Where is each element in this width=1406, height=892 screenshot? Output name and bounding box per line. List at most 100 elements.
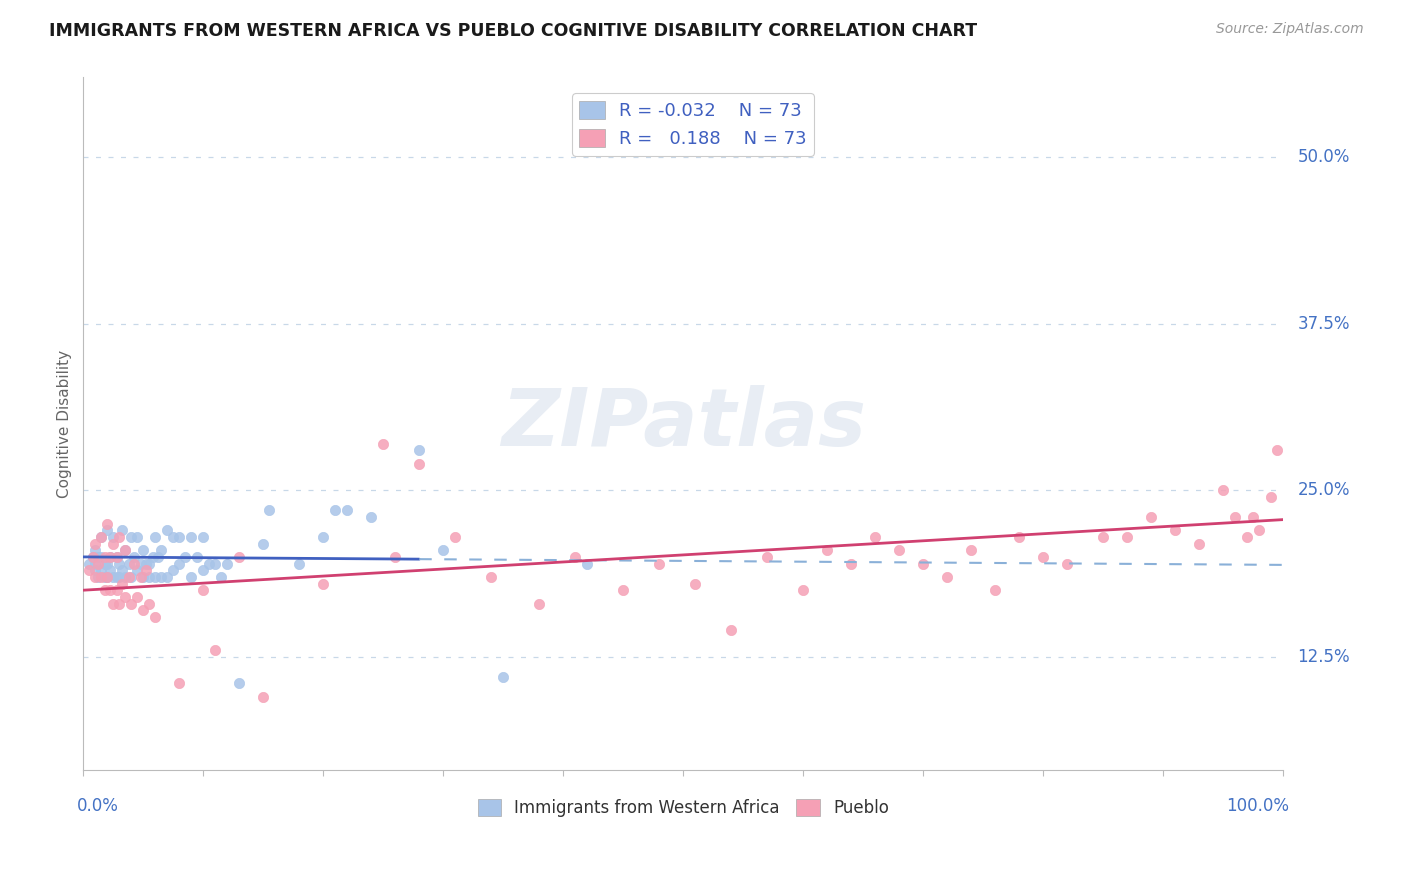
Point [169,676,191,690]
Y-axis label: Cognitive Disability: Cognitive Disability [58,350,72,498]
Point [111,563,134,577]
Point [960,543,983,558]
Point [143,570,166,584]
Point [1056,557,1078,571]
Point [529,597,551,611]
Point [132,570,155,584]
Point [1249,523,1271,537]
Point [150,570,173,584]
Point [84,570,107,584]
Point [86,549,108,564]
Point [98,549,121,564]
Point [209,570,232,584]
Text: 50.0%: 50.0% [1298,148,1350,166]
Point [259,503,281,517]
Point [114,543,136,558]
Point [143,530,166,544]
Point [138,570,160,584]
Point [984,583,1007,598]
Point [1032,549,1054,564]
Point [756,549,779,564]
Point [82,549,104,564]
Point [193,563,215,577]
Text: ZIPatlas: ZIPatlas [501,384,866,463]
Point [228,549,250,564]
Point [122,549,145,564]
Point [162,563,184,577]
Point [135,557,157,571]
Point [1212,483,1234,498]
Point [108,570,131,584]
Point [118,570,141,584]
Point [127,563,149,577]
Point [180,570,202,584]
Point [1236,530,1258,544]
Point [108,597,131,611]
Point [96,516,118,531]
Point [138,557,160,571]
Point [111,576,134,591]
Point [312,576,335,591]
Point [683,576,706,591]
Point [564,549,586,564]
Point [135,563,157,577]
Point [1116,530,1139,544]
Point [132,603,155,617]
Point [105,583,128,598]
Point [79,557,101,571]
Text: 12.5%: 12.5% [1298,648,1350,665]
Point [162,530,184,544]
Point [127,530,149,544]
Point [252,536,274,550]
Point [432,543,454,558]
Point [936,570,959,584]
Point [94,557,117,571]
Point [98,549,121,564]
Point [103,536,125,550]
Point [1188,536,1211,550]
Point [86,557,108,571]
Point [792,583,814,598]
Point [193,583,215,598]
Point [111,523,134,537]
Point [612,583,634,598]
Point [1092,530,1115,544]
Point [98,563,121,577]
Point [384,549,406,564]
Point [156,523,179,537]
Text: 100.0%: 100.0% [1226,797,1289,814]
Point [336,503,359,517]
Point [118,557,141,571]
Point [105,570,128,584]
Point [146,549,169,564]
Point [114,543,136,558]
Point [1260,490,1282,504]
Point [198,557,221,571]
Point [720,623,742,637]
Point [98,583,121,598]
Point [217,557,239,571]
Point [127,590,149,604]
Point [79,563,101,577]
Point [815,543,838,558]
Point [96,523,118,537]
Point [103,530,125,544]
Point [1241,510,1264,524]
Point [90,530,112,544]
Point [1223,510,1246,524]
Point [94,549,117,564]
Point [150,543,173,558]
Point [103,570,125,584]
Point [479,570,502,584]
Point [96,557,118,571]
Point [576,557,599,571]
Point [180,530,202,544]
Point [108,530,131,544]
Point [169,530,191,544]
Point [108,557,131,571]
Point [186,549,208,564]
Point [408,443,430,458]
Point [120,570,142,584]
Point [105,549,128,564]
Point [114,590,136,604]
